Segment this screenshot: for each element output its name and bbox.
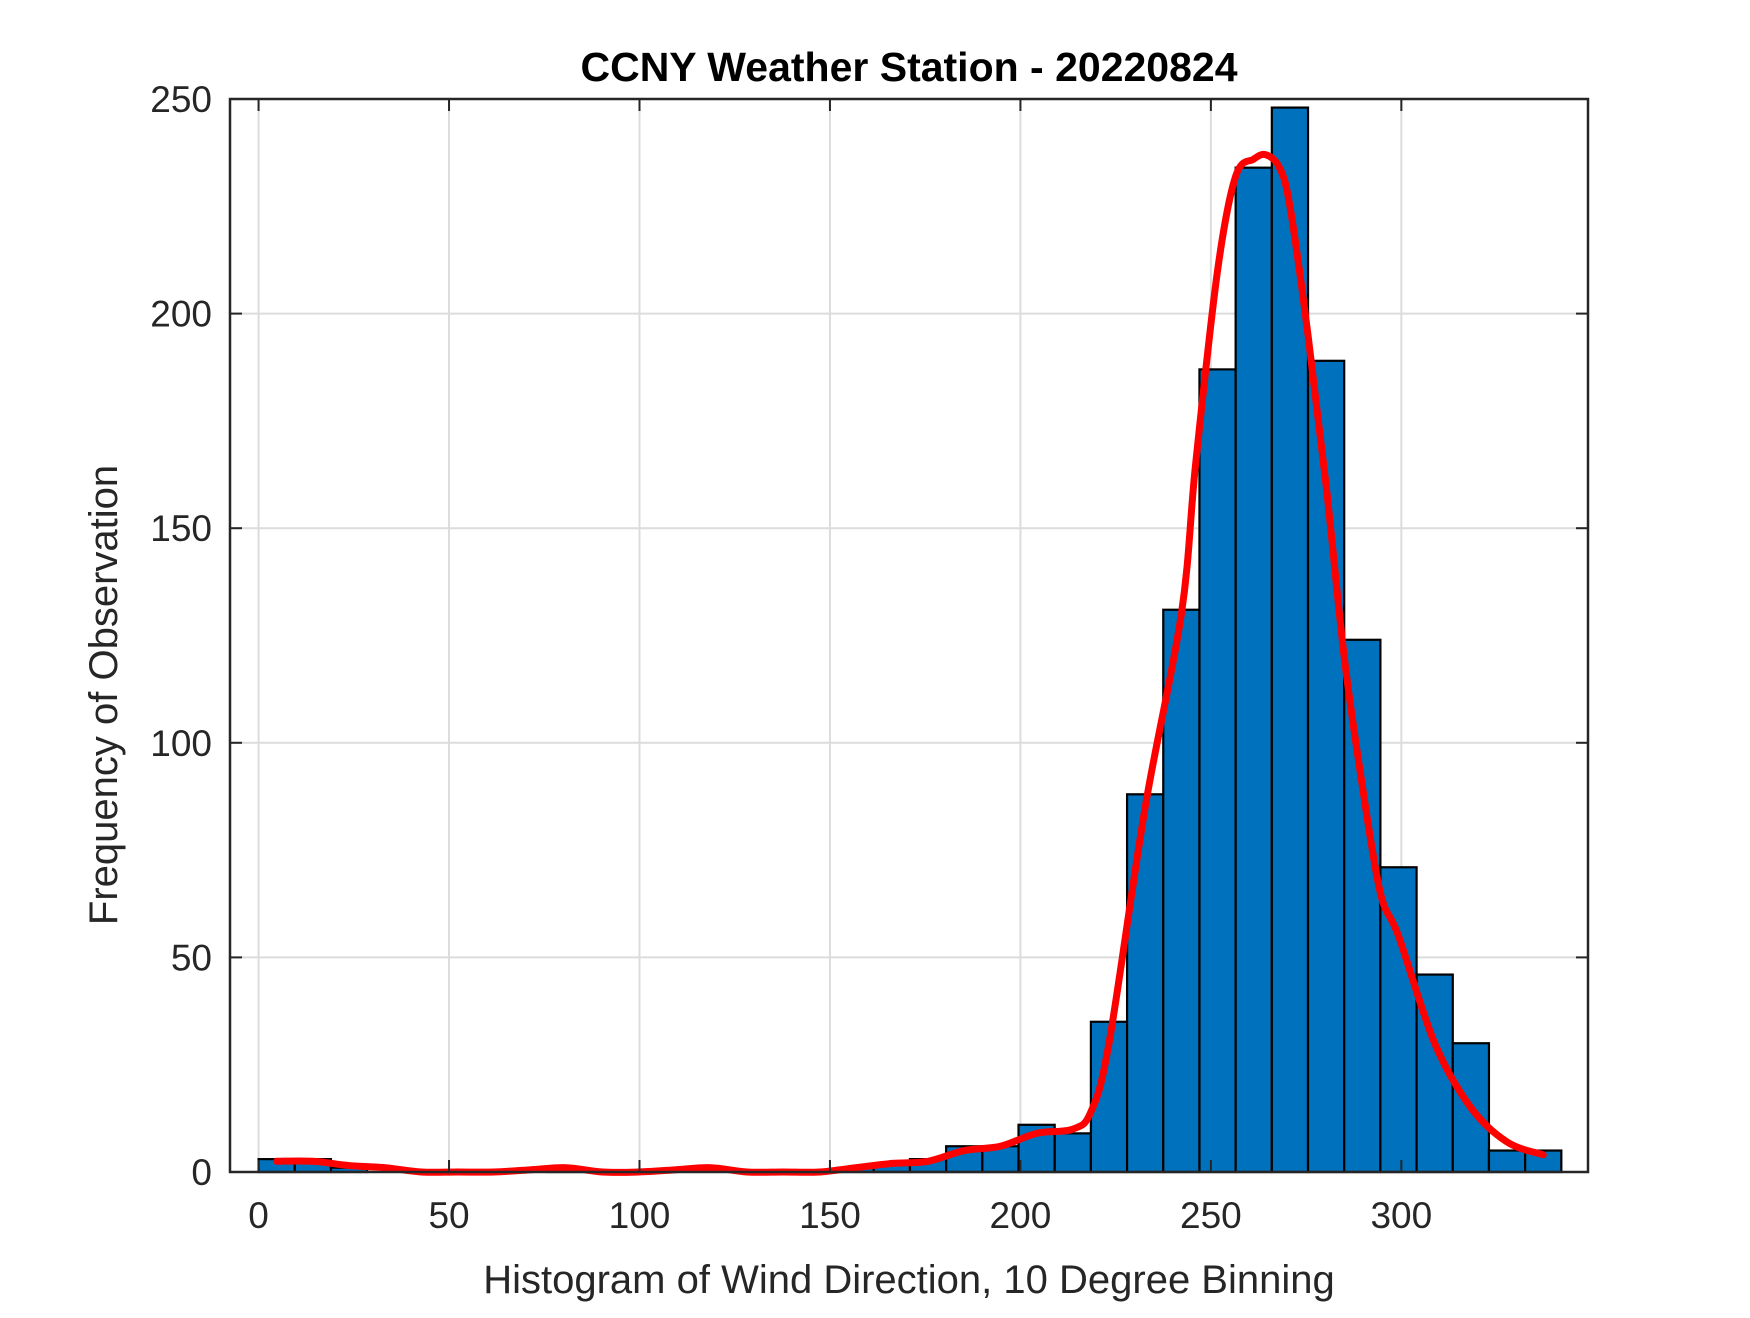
x-tick-label: 100	[609, 1195, 671, 1236]
y-tick-label: 250	[150, 79, 212, 120]
x-tick-label: 150	[799, 1195, 861, 1236]
histogram-bar	[1125, 793, 1165, 1174]
histogram-bar	[1053, 1132, 1092, 1174]
x-tick-label: 0	[248, 1195, 269, 1236]
axes-layer	[228, 97, 1590, 1174]
axes-box	[228, 97, 1590, 1174]
y-tick-label: 100	[150, 723, 212, 764]
y-tick-label: 200	[150, 294, 212, 335]
histogram-bar	[1198, 368, 1237, 1174]
y-tick-label: 0	[191, 1152, 212, 1193]
x-tick-label: 200	[990, 1195, 1052, 1236]
y-tick-label: 50	[171, 937, 212, 978]
histogram-bar	[1451, 1042, 1491, 1174]
histogram-bar	[981, 1145, 1020, 1174]
y-axis-title: Frequency of Observation	[82, 465, 126, 925]
curve-layer	[273, 150, 1547, 1176]
x-tick-label: 250	[1180, 1195, 1242, 1236]
histogram-bar	[1234, 166, 1273, 1174]
histogram-bar	[1270, 106, 1310, 1174]
y-tick-label: 150	[150, 508, 212, 549]
chart-title: CCNY Weather Station - 20220824	[580, 44, 1237, 90]
x-axis-title: Histogram of Wind Direction, 10 Degree B…	[483, 1258, 1335, 1302]
tick-labels-layer: 0 50 100 150 200 250 300 0 50 100 150 200 250	[150, 79, 1432, 1236]
histogram-bar	[1487, 1149, 1527, 1174]
x-tick-label: 300	[1370, 1195, 1432, 1236]
smoothed-fit-curve	[273, 150, 1547, 1176]
x-tick-label: 50	[428, 1195, 469, 1236]
grid-layer	[230, 98, 1588, 1173]
